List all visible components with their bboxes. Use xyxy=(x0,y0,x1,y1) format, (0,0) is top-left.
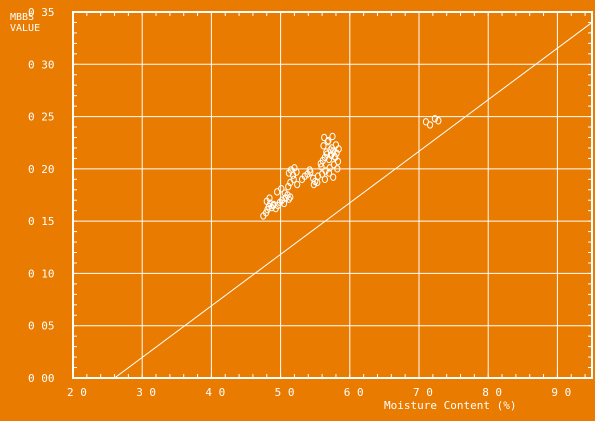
data-point xyxy=(334,165,341,173)
data-point xyxy=(318,163,325,171)
y-tick-label: 0 35 xyxy=(28,6,55,19)
data-point xyxy=(293,168,300,176)
data-point xyxy=(321,175,328,184)
x-tick-label: 7 0 xyxy=(413,386,433,399)
data-point xyxy=(330,173,337,181)
y-tick-label: 0 25 xyxy=(28,111,55,124)
data-point xyxy=(332,141,340,149)
x-tick-label: 2 0 xyxy=(67,386,87,399)
data-point xyxy=(324,137,331,146)
y-tick-label: 0 10 xyxy=(28,267,55,280)
x-tick-label: 5 0 xyxy=(275,386,295,399)
y-tick-label: 0 30 xyxy=(28,58,55,71)
x-axis-label: Moisture Content (%) xyxy=(384,399,516,412)
fit-line-layer xyxy=(114,22,593,379)
tick-labels: 2 0 3 0 4 0 5 0 6 0 7 0 8 0 9 0 0 00 0 05 0 10 0 15… xyxy=(28,6,571,399)
data-point xyxy=(306,166,313,174)
grid xyxy=(73,11,592,378)
data-point xyxy=(325,169,333,177)
data-point xyxy=(280,199,288,208)
data-point xyxy=(331,152,338,161)
y-tick-label: 0 00 xyxy=(28,372,55,385)
x-tick-label: 8 0 xyxy=(482,386,502,399)
fit-line xyxy=(114,22,593,379)
data-point xyxy=(327,146,334,154)
data-point xyxy=(435,117,442,125)
data-point xyxy=(285,195,293,203)
data-point xyxy=(278,185,285,193)
x-tick-label: 3 0 xyxy=(136,386,156,399)
y-axis-label-line2: VALUE xyxy=(10,23,40,34)
y-tick-label: 0 20 xyxy=(28,163,55,176)
y-tick-label: 0 05 xyxy=(28,320,55,333)
data-point xyxy=(426,121,434,129)
data-point xyxy=(314,178,321,187)
data-point xyxy=(320,142,327,150)
data-point xyxy=(334,157,342,166)
plot-frame xyxy=(72,11,593,379)
data-point xyxy=(281,189,288,197)
data-point xyxy=(294,180,301,189)
data-point xyxy=(431,114,439,123)
data-point xyxy=(325,136,332,145)
data-point xyxy=(310,180,317,189)
data-point xyxy=(269,201,277,210)
y-tick-label: 0 15 xyxy=(28,215,55,228)
data-point xyxy=(290,175,297,184)
data-points xyxy=(260,114,442,220)
y-axis-label-line1: MBBS xyxy=(10,12,34,23)
x-tick-label: 6 0 xyxy=(344,386,364,399)
data-point xyxy=(287,193,294,201)
axis-ticks xyxy=(72,11,592,379)
data-point xyxy=(329,132,336,141)
x-tick-label: 9 0 xyxy=(551,386,571,399)
data-point xyxy=(266,194,273,202)
x-tick-label: 4 0 xyxy=(205,386,225,399)
